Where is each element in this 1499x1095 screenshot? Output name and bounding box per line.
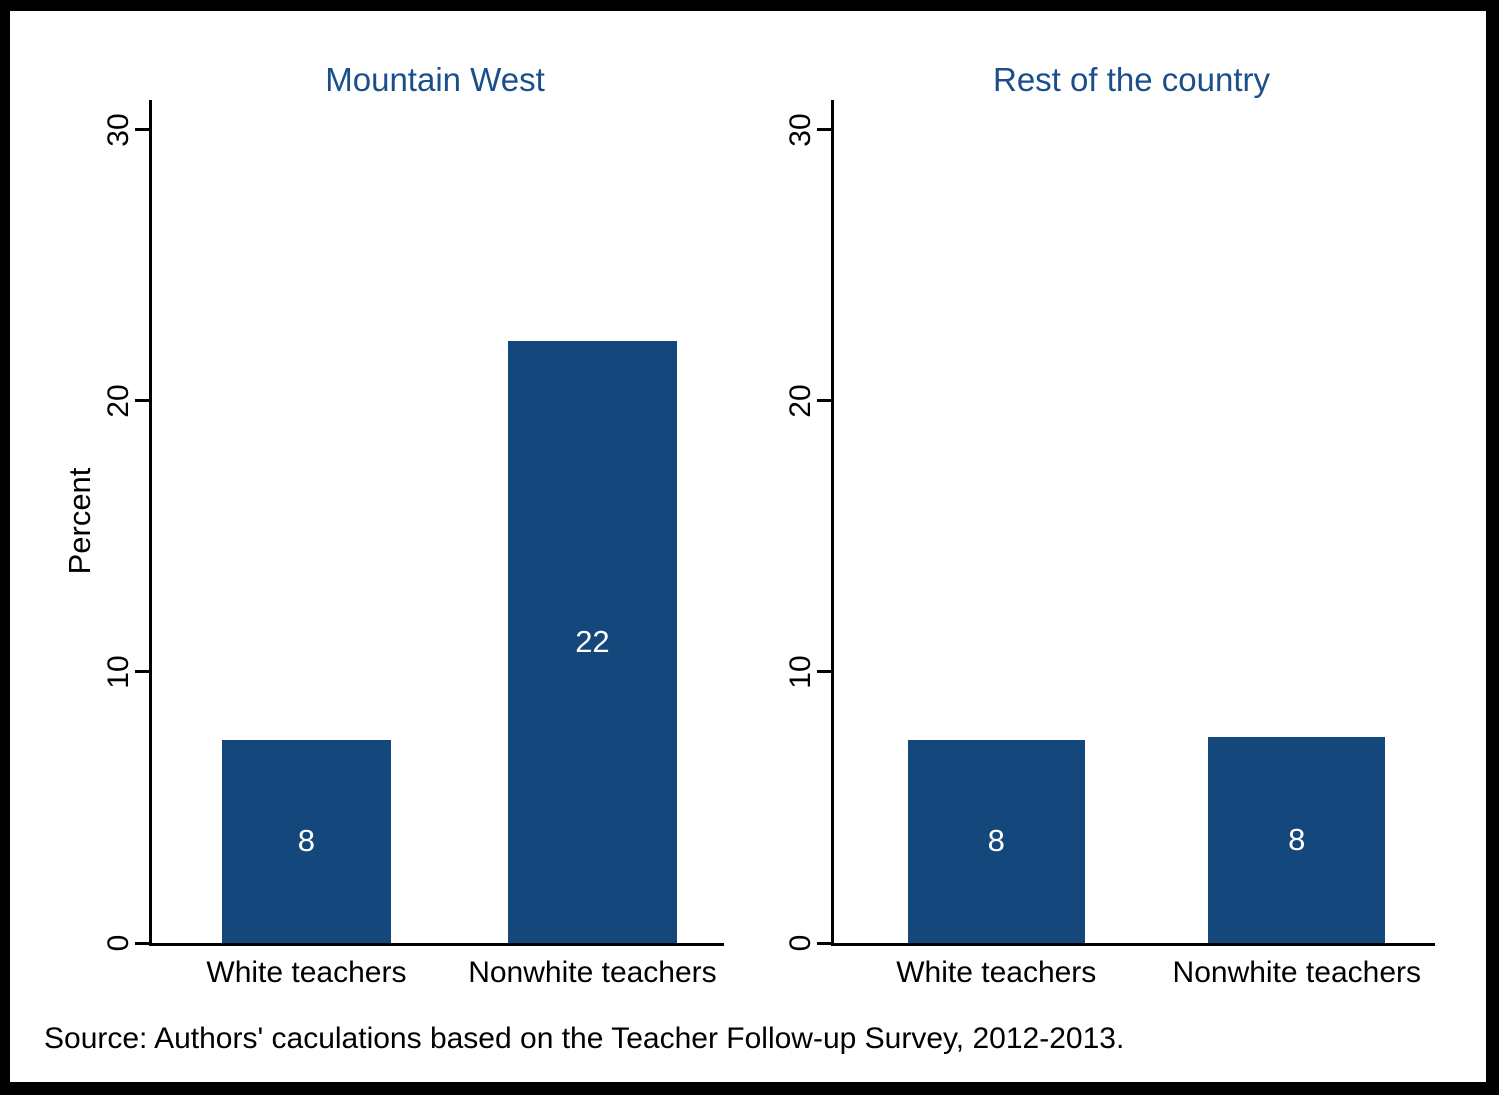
y-tick-label: 10 bbox=[102, 655, 135, 689]
bar-value-label: 22 bbox=[575, 624, 610, 660]
y-tick-label: 0 bbox=[784, 934, 817, 952]
y-tick-label: 20 bbox=[784, 384, 817, 418]
x-category-label: White teachers bbox=[206, 956, 407, 989]
bar-nonwhite-teachers: 22 bbox=[508, 341, 677, 943]
y-tick-mark bbox=[135, 399, 149, 403]
y-tick-mark bbox=[817, 941, 831, 945]
y-tick-mark bbox=[817, 670, 831, 674]
y-tick-label: 30 bbox=[784, 113, 817, 147]
y-tick-mark bbox=[135, 670, 149, 674]
x-category-label: White teachers bbox=[896, 956, 1097, 989]
y-tick-mark bbox=[817, 128, 831, 132]
source-note: Source: Authors' caculations based on th… bbox=[44, 1022, 1125, 1055]
panel-title-1: Rest of the country bbox=[993, 61, 1270, 98]
bar-white-teachers: 8 bbox=[907, 739, 1085, 943]
y-tick-mark bbox=[135, 941, 149, 945]
x-category-label: Nonwhite teachers bbox=[468, 956, 717, 989]
y-tick-label: 10 bbox=[784, 655, 817, 689]
bar-value-label: 8 bbox=[987, 823, 1005, 859]
bar-nonwhite-teachers: 8 bbox=[1208, 737, 1386, 943]
x-category-label: Nonwhite teachers bbox=[1172, 956, 1421, 989]
y-tick-label: 20 bbox=[102, 384, 135, 418]
plot-area-0: 0 10 20 30 Percent 8 White teachers 22 Nonwhite … bbox=[62, 100, 724, 989]
chart-figure: Source: Authors' caculations based on th… bbox=[10, 11, 1486, 1082]
y-tick-mark bbox=[135, 128, 149, 132]
panel-title-0: Mountain West bbox=[325, 61, 545, 98]
y-tick-label: 0 bbox=[102, 934, 135, 952]
y-axis-title: Percent bbox=[62, 467, 97, 575]
bar-value-label: 8 bbox=[297, 823, 316, 859]
bar-value-label: 8 bbox=[1288, 822, 1306, 857]
y-tick-label: 30 bbox=[102, 113, 135, 147]
plot-area-1: 0 10 20 30 8 White teachers 8 Nonwhite teachers bbox=[784, 100, 1435, 989]
y-tick-mark bbox=[817, 399, 831, 403]
bar-white-teachers: 8 bbox=[222, 739, 391, 943]
